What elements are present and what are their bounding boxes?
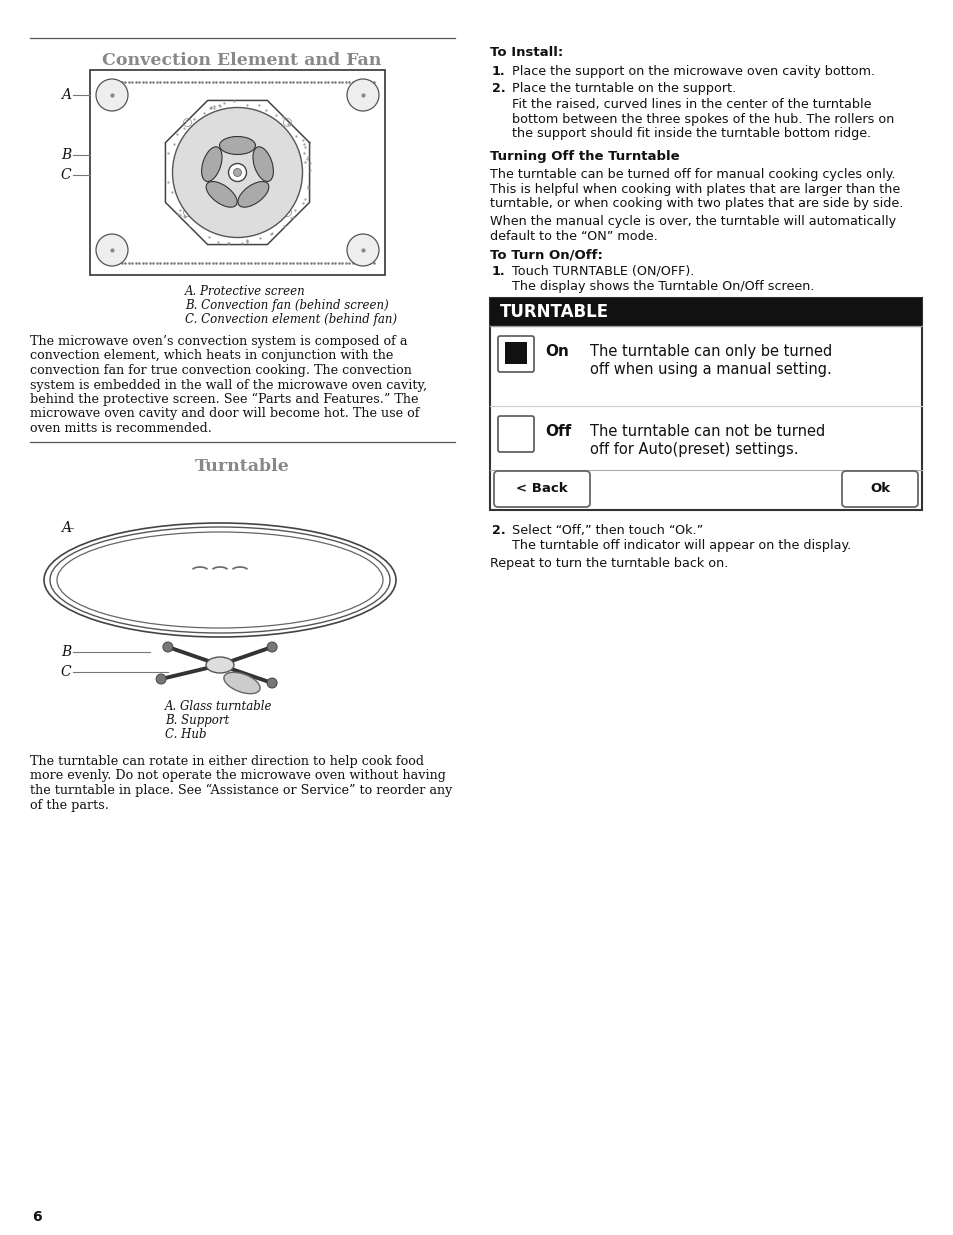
- Bar: [490, 298, 921, 510]
- Text: C: C: [60, 168, 71, 182]
- Text: A. Protective screen: A. Protective screen: [185, 285, 305, 298]
- Circle shape: [156, 674, 166, 684]
- Text: 6: 6: [32, 1210, 42, 1224]
- Text: off for Auto(preset) settings.: off for Auto(preset) settings.: [589, 442, 798, 457]
- Text: A: A: [61, 88, 71, 103]
- Circle shape: [233, 168, 241, 177]
- Text: 2.: 2.: [492, 524, 505, 537]
- Text: The microwave oven’s convection system is composed of a: The microwave oven’s convection system i…: [30, 335, 407, 348]
- Text: B: B: [61, 645, 71, 659]
- Text: more evenly. Do not operate the microwave oven without having: more evenly. Do not operate the microwav…: [30, 769, 445, 783]
- Text: the turntable in place. See “Assistance or Service” to reorder any: the turntable in place. See “Assistance …: [30, 784, 452, 798]
- Circle shape: [229, 163, 246, 182]
- FancyBboxPatch shape: [497, 336, 534, 372]
- Ellipse shape: [253, 147, 274, 182]
- Text: Turntable: Turntable: [194, 458, 289, 475]
- Ellipse shape: [224, 672, 260, 694]
- Circle shape: [267, 678, 276, 688]
- Text: The turntable can be turned off for manual cooking cycles only.: The turntable can be turned off for manu…: [490, 168, 895, 182]
- Text: the support should fit inside the turntable bottom ridge.: the support should fit inside the turnta…: [512, 127, 870, 140]
- Text: Repeat to turn the turntable back on.: Repeat to turn the turntable back on.: [490, 557, 727, 571]
- Text: The turntable can not be turned: The turntable can not be turned: [589, 424, 824, 438]
- Text: Ok: Ok: [869, 483, 889, 495]
- Circle shape: [347, 79, 378, 111]
- Text: B: B: [61, 148, 71, 162]
- Text: turntable, or when cooking with two plates that are side by side.: turntable, or when cooking with two plat…: [490, 198, 902, 210]
- Text: Fit the raised, curved lines in the center of the turntable: Fit the raised, curved lines in the cent…: [512, 98, 871, 111]
- Text: The display shows the Turntable On/Off screen.: The display shows the Turntable On/Off s…: [512, 280, 814, 293]
- Bar: [490, 298, 921, 326]
- Circle shape: [163, 642, 172, 652]
- Text: Off: Off: [544, 424, 571, 438]
- Text: convection element, which heats in conjunction with the: convection element, which heats in conju…: [30, 350, 393, 363]
- Text: bottom between the three spokes of the hub. The rollers on: bottom between the three spokes of the h…: [512, 112, 894, 126]
- Text: Touch TURNTABLE (ON/OFF).: Touch TURNTABLE (ON/OFF).: [512, 266, 694, 278]
- Text: When the manual cycle is over, the turntable will automatically: When the manual cycle is over, the turnt…: [490, 215, 895, 228]
- Text: On: On: [544, 345, 568, 359]
- Text: microwave oven cavity and door will become hot. The use of: microwave oven cavity and door will beco…: [30, 408, 419, 420]
- Ellipse shape: [206, 182, 237, 207]
- Text: To Turn On/Off:: To Turn On/Off:: [490, 248, 602, 261]
- Text: To Install:: To Install:: [490, 46, 562, 59]
- Ellipse shape: [201, 147, 222, 182]
- FancyBboxPatch shape: [497, 416, 534, 452]
- FancyBboxPatch shape: [494, 471, 589, 508]
- Text: oven mitts is recommended.: oven mitts is recommended.: [30, 422, 212, 435]
- Text: 1.: 1.: [492, 65, 505, 78]
- Text: system is embedded in the wall of the microwave oven cavity,: system is embedded in the wall of the mi…: [30, 378, 427, 391]
- Text: C: C: [60, 664, 71, 679]
- Text: Place the support on the microwave oven cavity bottom.: Place the support on the microwave oven …: [512, 65, 874, 78]
- Text: off when using a manual setting.: off when using a manual setting.: [589, 362, 831, 377]
- Text: Place the turntable on the support.: Place the turntable on the support.: [512, 82, 736, 95]
- Text: Turning Off the Turntable: Turning Off the Turntable: [490, 149, 679, 163]
- Text: convection fan for true convection cooking. The convection: convection fan for true convection cooki…: [30, 364, 412, 377]
- Circle shape: [96, 79, 128, 111]
- Text: A: A: [61, 521, 71, 535]
- Bar: [90, 70, 385, 275]
- Text: The turntable can only be turned: The turntable can only be turned: [589, 345, 831, 359]
- Text: 2.: 2.: [492, 82, 505, 95]
- Text: default to the “ON” mode.: default to the “ON” mode.: [490, 230, 657, 242]
- Text: The turntable can rotate in either direction to help cook food: The turntable can rotate in either direc…: [30, 755, 423, 768]
- Text: < Back: < Back: [516, 483, 567, 495]
- Text: B. Convection fan (behind screen): B. Convection fan (behind screen): [185, 299, 388, 312]
- Text: TURNTABLE: TURNTABLE: [499, 303, 608, 321]
- Text: Convection Element and Fan: Convection Element and Fan: [102, 52, 381, 69]
- Circle shape: [347, 233, 378, 266]
- Text: A. Glass turntable: A. Glass turntable: [165, 700, 273, 713]
- Text: C. Convection element (behind fan): C. Convection element (behind fan): [185, 312, 396, 326]
- Text: The turntable off indicator will appear on the display.: The turntable off indicator will appear …: [512, 538, 850, 552]
- Text: C. Hub: C. Hub: [165, 727, 206, 741]
- Text: B. Support: B. Support: [165, 714, 229, 727]
- Circle shape: [96, 233, 128, 266]
- Ellipse shape: [219, 137, 255, 154]
- Text: behind the protective screen. See “Parts and Features.” The: behind the protective screen. See “Parts…: [30, 393, 418, 406]
- Ellipse shape: [237, 182, 269, 207]
- FancyBboxPatch shape: [841, 471, 917, 508]
- Text: Select “Off,” then touch “Ok.”: Select “Off,” then touch “Ok.”: [512, 524, 702, 537]
- Text: of the parts.: of the parts.: [30, 799, 109, 811]
- Circle shape: [267, 642, 276, 652]
- Bar: [504, 342, 526, 364]
- Text: This is helpful when cooking with plates that are larger than the: This is helpful when cooking with plates…: [490, 183, 900, 195]
- Circle shape: [172, 107, 302, 237]
- Ellipse shape: [206, 657, 233, 673]
- Text: 1.: 1.: [492, 266, 505, 278]
